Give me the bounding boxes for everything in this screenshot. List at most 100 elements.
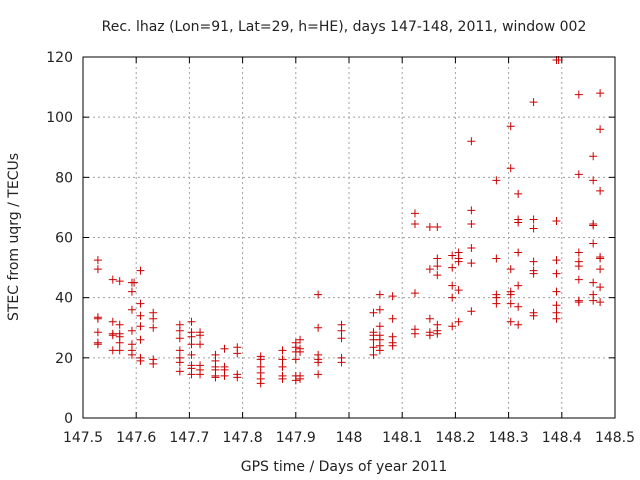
- data-point: [433, 271, 442, 280]
- data-point: [433, 254, 442, 263]
- data-point: [574, 90, 583, 99]
- data-point: [278, 346, 287, 355]
- data-point: [410, 329, 419, 338]
- data-point: [529, 215, 538, 224]
- data-point: [278, 362, 287, 371]
- data-point: [108, 317, 117, 326]
- data-point: [93, 340, 102, 349]
- data-point: [375, 322, 384, 331]
- data-point: [574, 170, 583, 179]
- data-point: [291, 376, 300, 385]
- data-point: [127, 350, 136, 359]
- data-point: [187, 340, 196, 349]
- x-tick-label: 147.8: [223, 430, 263, 446]
- data-point: [433, 262, 442, 271]
- data-point: [196, 340, 205, 349]
- data-point: [506, 299, 515, 308]
- data-point: [233, 373, 242, 382]
- data-point: [115, 320, 124, 329]
- data-point: [196, 370, 205, 379]
- data-point: [256, 379, 265, 388]
- data-point: [337, 358, 346, 367]
- data-point: [433, 329, 442, 338]
- data-point: [589, 152, 598, 161]
- data-point: [136, 266, 145, 275]
- y-tick-label: 60: [55, 231, 73, 247]
- data-point: [596, 89, 605, 98]
- y-axis-tick-labels: 0 20 40 60 80 100 120: [46, 50, 73, 427]
- data-point: [589, 239, 598, 248]
- data-point: [337, 334, 346, 343]
- data-point: [296, 335, 305, 344]
- data-point: [552, 301, 561, 310]
- data-point: [589, 176, 598, 185]
- data-point: [552, 269, 561, 278]
- data-point: [448, 251, 457, 260]
- data-point: [529, 269, 538, 278]
- data-point: [589, 278, 598, 287]
- x-tick-label: 148: [336, 430, 363, 446]
- data-point: [314, 358, 323, 367]
- data-point: [467, 206, 476, 215]
- data-point: [574, 275, 583, 284]
- data-point: [552, 314, 561, 323]
- data-point: [314, 370, 323, 379]
- data-point: [514, 302, 523, 311]
- data-point: [388, 292, 397, 301]
- data-point: [93, 265, 102, 274]
- data-point: [448, 322, 457, 331]
- data-point: [115, 277, 124, 286]
- data-point: [115, 338, 124, 347]
- data-point: [425, 222, 434, 231]
- data-point: [492, 299, 501, 308]
- data-point: [375, 305, 384, 314]
- data-point: [314, 290, 323, 299]
- data-point: [467, 259, 476, 268]
- data-point: [433, 222, 442, 231]
- y-tick-label: 20: [55, 351, 73, 367]
- data-point: [375, 290, 384, 299]
- data-point: [552, 216, 561, 225]
- data-point: [108, 331, 117, 340]
- data-point: [187, 332, 196, 341]
- data-point: [136, 311, 145, 320]
- data-point: [529, 224, 538, 233]
- data-point: [93, 256, 102, 265]
- data-point: [448, 281, 457, 290]
- data-point: [596, 265, 605, 274]
- data-point: [596, 125, 605, 134]
- x-tick-label: 147.9: [276, 430, 316, 446]
- data-point: [454, 317, 463, 326]
- data-point: [410, 219, 419, 228]
- data-point: [552, 256, 561, 265]
- data-point: [529, 257, 538, 266]
- data-point: [127, 326, 136, 335]
- data-point: [187, 317, 196, 326]
- data-point: [149, 314, 158, 323]
- data-point: [467, 219, 476, 228]
- data-point: [388, 341, 397, 350]
- data-point: [529, 98, 538, 107]
- y-tick-label: 100: [46, 110, 73, 126]
- data-point: [136, 335, 145, 344]
- x-axis-tick-labels: 147.5 147.6 147.7 147.8 147.9 148 148.1 148.2 14…: [63, 430, 635, 446]
- data-point: [314, 323, 323, 332]
- x-tick-label: 148.5: [595, 430, 635, 446]
- data-point: [108, 346, 117, 355]
- data-point: [127, 287, 136, 296]
- data-point: [410, 209, 419, 218]
- data-point: [514, 248, 523, 257]
- data-point: [574, 248, 583, 257]
- data-point: [506, 164, 515, 173]
- data-point: [448, 263, 457, 272]
- data-point: [220, 344, 229, 353]
- data-point: [596, 186, 605, 195]
- data-point: [506, 122, 515, 131]
- data-point: [514, 320, 523, 329]
- data-point: [596, 298, 605, 307]
- data-point: [369, 343, 378, 352]
- data-point: [369, 350, 378, 359]
- data-point: [175, 334, 184, 343]
- plot-frame: [82, 56, 616, 419]
- data-point: [589, 296, 598, 305]
